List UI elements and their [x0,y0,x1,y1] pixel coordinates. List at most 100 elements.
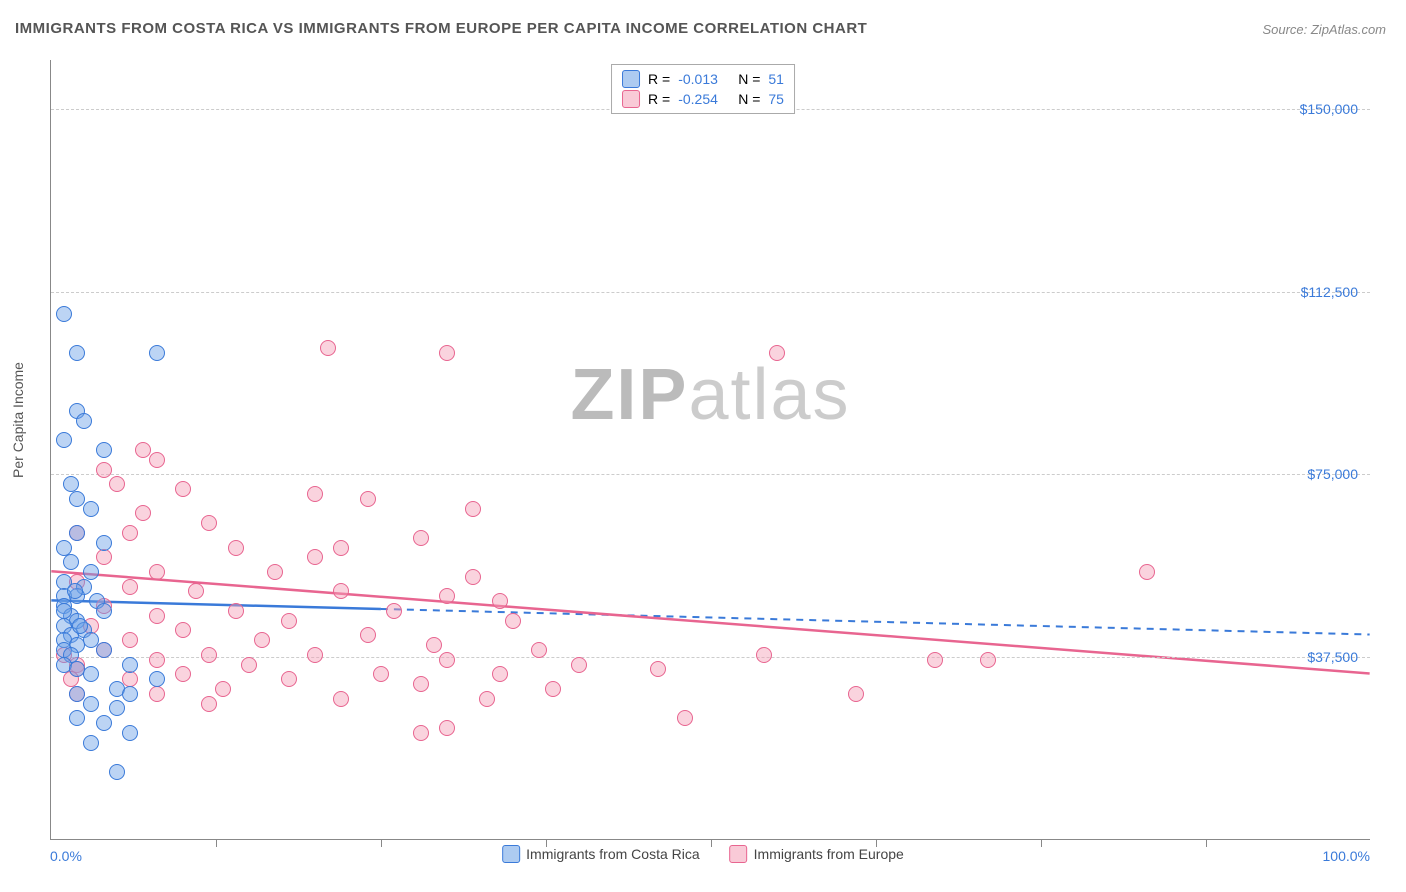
data-point [149,564,165,580]
stats-legend-row: R = -0.254 N = 75 [622,89,784,109]
data-point [360,627,376,643]
data-point [281,613,297,629]
data-point [83,735,99,751]
data-point [241,657,257,673]
data-point [149,345,165,361]
data-point [927,652,943,668]
data-point [96,549,112,565]
data-point [63,476,79,492]
data-point [360,491,376,507]
data-point [149,452,165,468]
data-point [175,666,191,682]
r-value: -0.013 [678,71,730,87]
data-point [96,715,112,731]
data-point [56,432,72,448]
data-point [307,647,323,663]
data-point [333,540,349,556]
watermark: ZIPatlas [570,354,850,436]
data-point [439,720,455,736]
data-point [83,696,99,712]
n-label: N = [738,91,760,107]
x-axis-max-label: 100.0% [1323,848,1370,864]
stats-legend: R = -0.013 N = 51 R = -0.254 N = 75 [611,64,795,114]
x-tick [1206,839,1207,847]
source-label: Source: ZipAtlas.com [1262,22,1386,37]
legend-swatch [502,845,520,863]
data-point [149,608,165,624]
grid-line [51,292,1370,293]
data-point [228,603,244,619]
data-point [76,413,92,429]
x-axis-min-label: 0.0% [50,848,82,864]
data-point [439,345,455,361]
r-value: -0.254 [678,91,730,107]
data-point [69,525,85,541]
legend-swatch [622,90,640,108]
y-tick-label: $150,000 [1300,101,1358,117]
data-point [307,549,323,565]
data-point [439,652,455,668]
data-point [426,637,442,653]
series-legend-item: Immigrants from Europe [730,845,904,863]
data-point [109,700,125,716]
data-point [492,666,508,682]
data-point [465,501,481,517]
data-point [72,618,88,634]
r-label: R = [648,71,670,87]
x-tick [1041,839,1042,847]
data-point [756,647,772,663]
trend-lines [51,60,1370,839]
watermark-light: atlas [688,355,850,435]
data-point [188,583,204,599]
data-point [479,691,495,707]
data-point [386,603,402,619]
n-label: N = [738,71,760,87]
data-point [122,579,138,595]
r-label: R = [648,91,670,107]
legend-swatch [622,70,640,88]
data-point [215,681,231,697]
data-point [492,593,508,609]
data-point [413,725,429,741]
data-point [413,530,429,546]
data-point [122,525,138,541]
data-point [122,632,138,648]
data-point [122,725,138,741]
grid-line [51,474,1370,475]
data-point [135,505,151,521]
series-name: Immigrants from Costa Rica [526,846,699,862]
data-point [254,632,270,648]
data-point [83,501,99,517]
data-point [373,666,389,682]
data-point [56,603,72,619]
n-value: 51 [768,71,784,87]
data-point [1139,564,1155,580]
data-point [677,710,693,726]
data-point [175,622,191,638]
data-point [149,686,165,702]
data-point [650,661,666,677]
n-value: 75 [768,91,784,107]
data-point [122,686,138,702]
data-point [56,540,72,556]
series-legend: Immigrants from Costa Rica Immigrants fro… [502,845,904,863]
plot-area: ZIPatlas $37,500$75,000$112,500$150,000 [50,60,1370,840]
data-point [96,535,112,551]
data-point [848,686,864,702]
data-point [980,652,996,668]
data-point [83,564,99,580]
legend-swatch [730,845,748,863]
data-point [69,710,85,726]
watermark-bold: ZIP [570,355,688,435]
data-point [149,652,165,668]
y-axis-label: Per Capita Income [10,362,26,478]
data-point [413,676,429,692]
data-point [69,345,85,361]
data-point [96,462,112,478]
stats-legend-row: R = -0.013 N = 51 [622,69,784,89]
data-point [122,671,138,687]
data-point [439,588,455,604]
data-point [201,696,217,712]
y-tick-label: $112,500 [1301,284,1358,300]
data-point [109,476,125,492]
